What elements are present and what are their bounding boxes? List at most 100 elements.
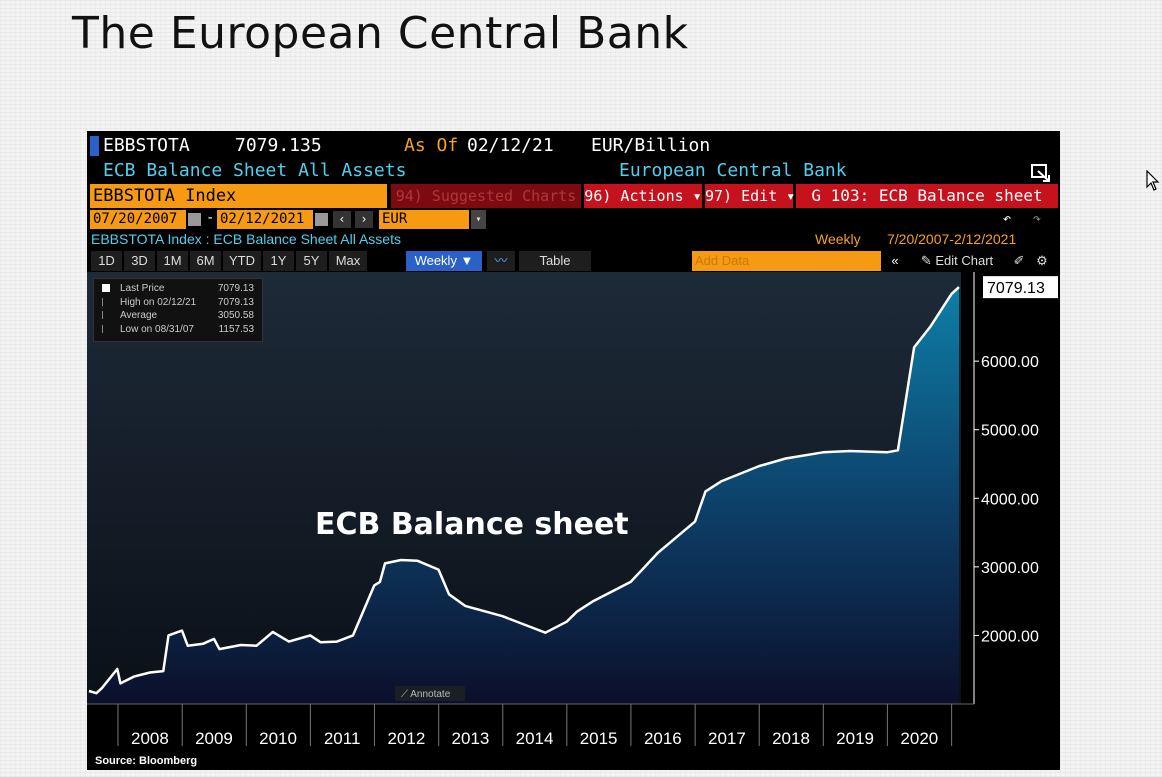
currency-select[interactable]: EUR xyxy=(379,210,469,229)
legend-marker-icon xyxy=(102,284,110,292)
legend-value: 1157.53 xyxy=(218,323,254,335)
as-of-date: 02/12/21 xyxy=(467,135,554,156)
legend-label: Low on 08/31/07 xyxy=(120,323,194,335)
legend-value: 7079.13 xyxy=(217,296,254,308)
source-organization: European Central Bank xyxy=(619,160,847,181)
legend-label: High on 02/12/21 xyxy=(120,296,197,308)
x-tick-label: 2010 xyxy=(259,729,297,748)
chevron-left-icon[interactable]: ‹ xyxy=(333,211,351,228)
series-area xyxy=(89,287,959,704)
header-row: EBBSTOTA 7079.135 As Of 02/12/21 EUR/Bil… xyxy=(87,134,1060,158)
period-button-5y[interactable]: 5Y xyxy=(296,251,327,271)
legend-value: 7079.13 xyxy=(217,283,254,294)
period-button-max[interactable]: Max xyxy=(329,251,367,271)
undo-icon[interactable]: ↶ xyxy=(1002,211,1012,227)
series-line xyxy=(88,286,960,695)
annotate-button[interactable]: ⟋ Annotate xyxy=(395,686,465,701)
x-tick-label: 2011 xyxy=(324,729,361,748)
unit-label: EUR/Billion xyxy=(591,135,711,156)
period-button-1d[interactable]: 1D xyxy=(91,251,122,271)
bloomberg-terminal: EBBSTOTA 7079.135 As Of 02/12/21 EUR/Bil… xyxy=(87,131,1060,770)
legend-label: Average xyxy=(120,310,158,321)
annotate-button-bg[interactable] xyxy=(395,686,465,701)
x-tick-label: 2015 xyxy=(580,729,618,748)
edit-menu[interactable]: 97) Edit ▾ xyxy=(705,184,795,208)
chevron-right-icon[interactable]: › xyxy=(355,211,373,228)
last-value-box xyxy=(983,276,1058,299)
security-field[interactable]: EBBSTOTA Index xyxy=(90,184,387,208)
suggested-charts-menu[interactable]: 94) Suggested Charts xyxy=(391,184,581,208)
start-date-field[interactable]: 07/20/2007 xyxy=(90,210,186,229)
period-button-3d[interactable]: 3D xyxy=(124,251,155,271)
calendar-icon[interactable] xyxy=(188,213,201,226)
source-label: Source: Bloomberg xyxy=(95,755,197,767)
pencil-icon: ✎ xyxy=(920,253,936,268)
edit-chart-button[interactable]: ✎ Edit Chart xyxy=(907,251,1007,271)
annotate-label[interactable]: ⟋ Annotate xyxy=(401,689,451,700)
date-separator: - xyxy=(206,210,215,226)
chart-annotation: ECB Balance sheet xyxy=(315,507,629,542)
collapse-icon[interactable]: « xyxy=(885,251,905,271)
frequency-select[interactable]: Weekly ▼ xyxy=(406,251,482,271)
ticker-marker xyxy=(90,136,99,156)
menu-row: EBBSTOTA Index 94) Suggested Charts 96) … xyxy=(87,184,1060,208)
slide-title: The European Central Bank xyxy=(72,8,689,59)
x-tick-label: 2018 xyxy=(772,729,810,748)
series-description: ECB Balance Sheet All Assets xyxy=(103,160,407,181)
legend-label: Last Price xyxy=(120,283,165,294)
graph-name[interactable]: G 103: ECB Balance sheet xyxy=(796,184,1058,208)
y-tick-label: 3000.00 xyxy=(981,560,1039,577)
legend-marker-icon xyxy=(102,324,111,333)
as-of-label: As Of xyxy=(404,135,459,156)
calendar-icon[interactable] xyxy=(315,213,328,226)
legend-row: Last Price 7079.13 xyxy=(100,283,258,296)
x-tick-label: 2008 xyxy=(131,729,169,748)
mouse-pointer-icon xyxy=(1146,170,1160,191)
x-tick-label: 2013 xyxy=(452,729,490,748)
x-tick-label: 2020 xyxy=(900,729,938,748)
actions-menu[interactable]: 96) Actions ▾ xyxy=(584,184,702,208)
chart-edit-icon[interactable]: ✐ xyxy=(1009,251,1029,271)
gear-icon[interactable]: ⚙ xyxy=(1032,251,1052,271)
date-row: 07/20/2007 - 02/12/2021 ‹ › EUR ▾ ↶ ↷ xyxy=(87,210,1060,229)
legend-marker-icon xyxy=(102,311,111,319)
period-button-1y[interactable]: 1Y xyxy=(263,251,294,271)
edit-chart-label: Edit Chart xyxy=(935,253,994,268)
period-button-1m[interactable]: 1M xyxy=(157,251,188,271)
last-value: 7079.135 xyxy=(235,135,322,156)
end-date-field[interactable]: 02/12/2021 xyxy=(217,210,313,229)
series-line: EBBSTOTA Index : ECB Balance Sheet All A… xyxy=(91,231,401,247)
popout-icon[interactable] xyxy=(1029,162,1053,184)
x-tick-label: 2017 xyxy=(708,729,746,748)
x-tick-label: 2012 xyxy=(387,729,425,748)
y-tick-label: 5000.00 xyxy=(981,423,1039,440)
legend-value: 3050.58 xyxy=(217,310,254,321)
legend-row: High on 02/12/21 7079.13 xyxy=(100,297,258,310)
date-range-label: 7/20/2007-2/12/2021 xyxy=(887,231,1017,247)
y-tick-label: 2000.00 xyxy=(981,628,1039,645)
line-chart-icon[interactable]: 〰 xyxy=(487,251,515,271)
x-tick-label: 2014 xyxy=(516,729,554,748)
series-info-row: EBBSTOTA Index : ECB Balance Sheet All A… xyxy=(87,231,1060,249)
chart-plot: 2000.00 3000.00 4000.00 5000.00 6000.00 7079.… xyxy=(87,272,1058,767)
toolbar-row: Weekly ▼ 〰 Table Add Data « ✎ Edit Chart… xyxy=(87,251,1060,271)
description-row: ECB Balance Sheet All Assets European Ce… xyxy=(87,160,1060,184)
ticker: EBBSTOTA xyxy=(103,135,190,156)
legend-row: Average 3050.58 xyxy=(100,310,258,323)
legend-marker-icon xyxy=(102,297,111,306)
frequency-label: Weekly xyxy=(815,231,861,247)
period-button-ytd[interactable]: YTD xyxy=(223,251,261,271)
last-value-label: 7079.13 xyxy=(987,280,1045,297)
legend-box: Last Price 7079.13 High on 02/12/21 7079.13… xyxy=(93,278,263,342)
y-tick-label: 6000.00 xyxy=(981,354,1039,371)
legend-row: Low on 08/31/07 1157.53 xyxy=(100,324,258,337)
y-tick-label: 4000.00 xyxy=(981,491,1039,508)
table-button[interactable]: Table xyxy=(519,251,591,271)
x-tick-label: 2016 xyxy=(644,729,682,748)
redo-icon[interactable]: ↷ xyxy=(1032,211,1042,227)
chevron-down-icon[interactable]: ▾ xyxy=(471,210,486,229)
x-tick-label: 2009 xyxy=(195,729,233,748)
period-button-6m[interactable]: 6M xyxy=(190,251,221,271)
x-tick-label: 2019 xyxy=(836,729,874,748)
add-data-input[interactable]: Add Data xyxy=(692,251,881,271)
